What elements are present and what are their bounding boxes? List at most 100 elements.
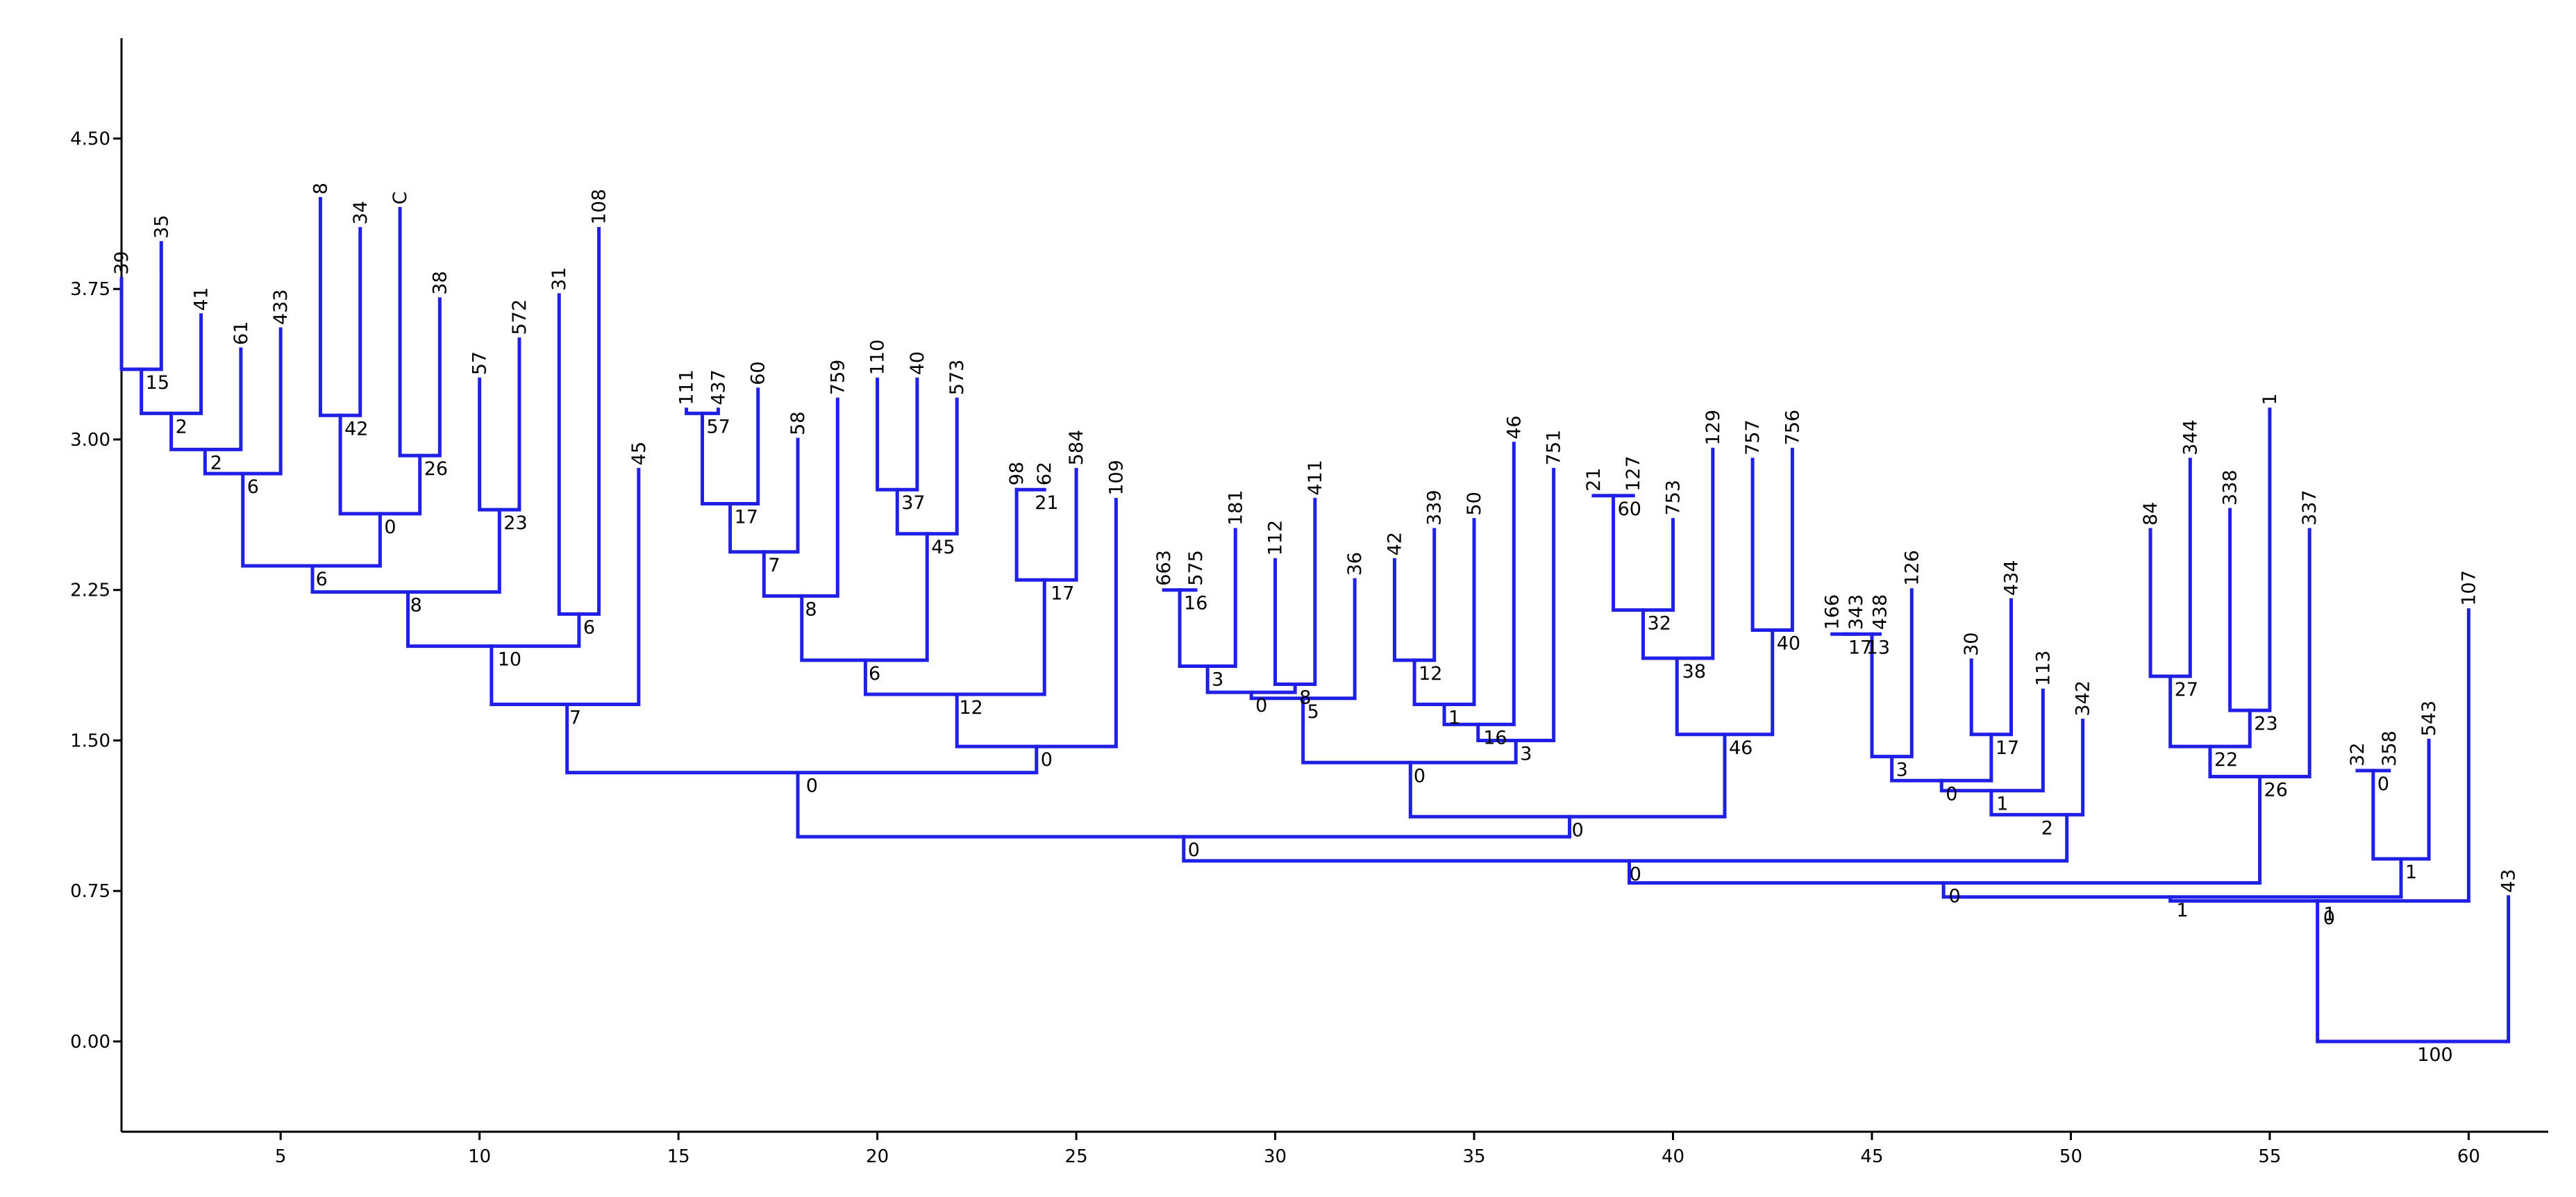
merge-label: 42	[344, 418, 368, 440]
dendrogram-link	[701, 387, 760, 505]
leaf-label: 584	[1066, 430, 1087, 466]
leaf-label: 751	[1544, 430, 1565, 466]
merge-label: 12	[959, 697, 982, 719]
merge-label: 2	[2041, 817, 2053, 839]
leaf-label: 129	[1703, 410, 1724, 446]
leaf-label: 36	[1344, 552, 1366, 576]
merge-label: 0	[1572, 819, 1584, 841]
x-ticks: 5 10 15 20 25 30 35 40 45 50 55 60	[275, 1132, 2480, 1167]
merge-label: 23	[2254, 713, 2277, 735]
y-tick-label: 2.25	[70, 580, 110, 601]
leaf-label: 32	[2347, 742, 2368, 766]
dendrogram-link	[2228, 408, 2272, 712]
merge-label: 1	[2177, 900, 2189, 921]
leaf-label: 60	[748, 361, 769, 385]
x-tick-label: 20	[866, 1146, 889, 1167]
leaf-label: 113	[2032, 651, 2054, 687]
leaf-label: 358	[2379, 730, 2400, 767]
merge-label: 0	[1946, 783, 1957, 805]
merge-label: 0	[1414, 765, 1425, 787]
leaf-label: 43	[2498, 869, 2520, 893]
merge-label: 22	[2214, 749, 2238, 771]
x-tick-label: 10	[468, 1146, 491, 1167]
merge-label: 26	[424, 458, 448, 480]
y-axis: 0.00 0.75 1.50 2.25 3.00 3.75 4.50	[70, 38, 123, 1132]
leaf-label: 38	[429, 271, 451, 294]
merge-label: 2	[210, 452, 222, 474]
dendrogram-link	[876, 377, 919, 492]
leaf-label: 21	[1583, 468, 1605, 492]
leaf-label: 30	[1961, 633, 1982, 656]
merge-label: 27	[2175, 679, 2198, 701]
leaf-label: 437	[708, 369, 729, 405]
leaf-label: 46	[1503, 415, 1525, 439]
leaf-label: 338	[2220, 470, 2241, 506]
leaf-label: 50	[1464, 492, 1485, 515]
leaf-label: 111	[676, 369, 698, 405]
leaf-label: 45	[628, 442, 650, 465]
merge-label: 17	[1996, 737, 2019, 759]
leaf-label: 40	[907, 351, 928, 375]
leaf-label: 756	[1782, 410, 1803, 446]
node-labels: 1522642260623861075717783745621171200163…	[146, 372, 2453, 1066]
merge-label: 57	[707, 416, 730, 437]
dendrogram-link	[2208, 528, 2311, 778]
x-tick-label: 30	[1264, 1146, 1287, 1167]
leaf-label: 433	[270, 289, 292, 325]
leaf-label: 42	[1384, 532, 1405, 555]
leaf-label: 127	[1623, 455, 1644, 492]
leaf-label: 1	[2259, 393, 2281, 405]
leaf-label: 343	[1846, 594, 1867, 630]
merge-label: 0	[2323, 907, 2335, 929]
leaf-label: 757	[1742, 419, 1764, 455]
leaf-label: 126	[1901, 550, 1923, 586]
leaf-label: 110	[867, 340, 889, 376]
y-tick-label: 3.75	[70, 279, 110, 300]
leaf-label: 339	[1424, 489, 1446, 526]
leaf-label: 62	[1034, 462, 1055, 485]
leaf-label: 108	[589, 189, 610, 225]
merge-label: 26	[2264, 779, 2288, 801]
y-tick-label: 0.75	[70, 881, 110, 902]
dendrogram-link	[796, 771, 1572, 839]
leaf-label: 39	[111, 251, 133, 274]
merge-label: 0	[1949, 886, 1961, 907]
merge-label: 17	[1051, 583, 1074, 604]
x-tick-label: 25	[1065, 1146, 1088, 1167]
leaf-label: 663	[1153, 550, 1175, 586]
y-tick-label: 1.50	[70, 730, 110, 751]
leaf-label: 84	[2140, 502, 2161, 526]
merge-label: 6	[316, 569, 328, 590]
leaf-label: 98	[1006, 462, 1028, 485]
leaf-label: 753	[1663, 480, 1684, 516]
leaf-label: 112	[1265, 520, 1287, 556]
x-axis: 5 10 15 20 25 30 35 40 45 50 55 60	[122, 1130, 2548, 1167]
leaf-label: 31	[549, 267, 570, 291]
leaf-label: 543	[2418, 701, 2440, 737]
leaf-label: 573	[946, 360, 968, 396]
y-tick-label: 3.00	[70, 430, 110, 451]
merge-label: 40	[1777, 633, 1800, 655]
leaf-label: 61	[231, 321, 252, 345]
merge-label: 5	[1307, 701, 1319, 723]
merge-label: 17	[1848, 637, 1872, 658]
dendrogram-link	[1750, 447, 1794, 633]
leaf-label: 109	[1105, 460, 1127, 496]
merge-label: 3	[1520, 743, 1532, 764]
merge-label: 45	[931, 537, 955, 558]
dendrogram-link	[2316, 895, 2511, 1044]
leaf-label: 8	[310, 183, 331, 194]
dendrogram-link	[1476, 467, 1556, 742]
merge-label: 17	[735, 506, 758, 528]
merge-label: 7	[768, 555, 780, 576]
merge-label: 1	[2324, 904, 2336, 926]
leaf-label: 58	[787, 412, 809, 435]
dendrogram-link	[1989, 719, 2085, 817]
merge-label: 37	[901, 492, 925, 514]
leaf-label: 166	[1822, 594, 1843, 630]
merge-label: 1	[1448, 707, 1460, 728]
merge-label: 46	[1729, 737, 1753, 759]
merge-label: 23	[503, 512, 527, 534]
merge-label: 0	[384, 517, 396, 538]
